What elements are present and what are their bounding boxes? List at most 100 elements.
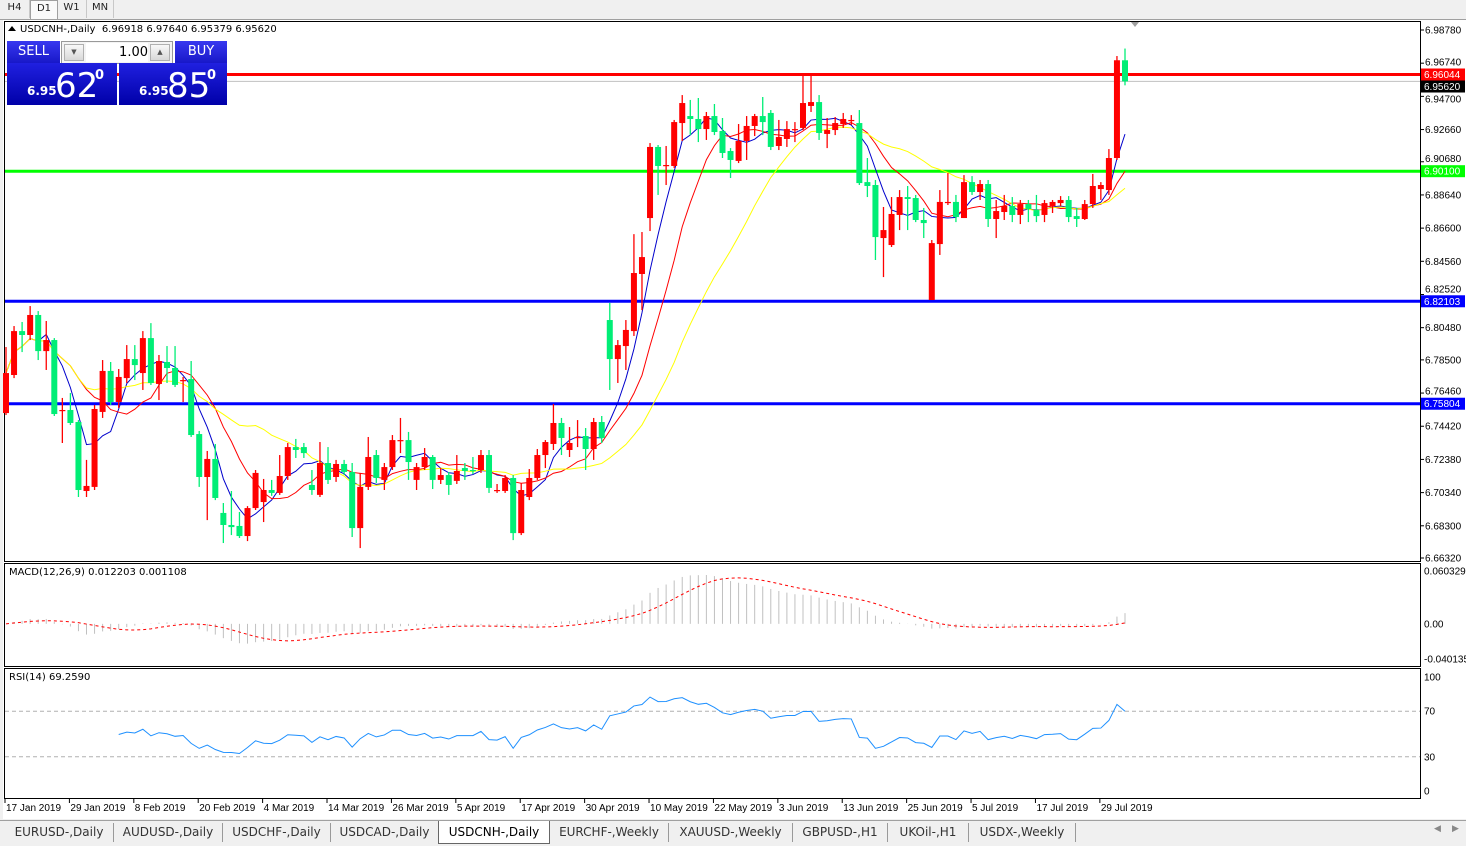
collapse-triangle-icon[interactable] bbox=[8, 26, 16, 31]
candle-up bbox=[276, 476, 283, 493]
candle-up bbox=[896, 197, 903, 215]
rsi-label: RSI(14) 69.2590 bbox=[9, 672, 91, 683]
chart-header: USDCNH-,Daily 6.96918 6.97640 6.95379 6.… bbox=[8, 24, 277, 35]
candle-up bbox=[590, 422, 597, 450]
candle-down bbox=[429, 456, 436, 480]
candle-down bbox=[300, 447, 307, 454]
lot-size-field[interactable]: ▼ 1.00 ▲ bbox=[61, 41, 173, 64]
tabs-scroll-right-icon[interactable]: ▶ bbox=[1452, 824, 1459, 834]
candle-down bbox=[196, 434, 203, 477]
candle-up bbox=[389, 440, 396, 468]
candle-down bbox=[349, 471, 356, 529]
candle-up bbox=[1041, 203, 1048, 215]
lot-size-value[interactable]: 1.00 bbox=[86, 43, 148, 62]
price-tick-label: 6.88640 bbox=[1425, 190, 1462, 201]
macd-label: MACD(12,26,9) 0.012203 0.001108 bbox=[9, 567, 187, 578]
chart-symbol: USDCNH-,Daily bbox=[20, 24, 96, 35]
tab-audusd[interactable]: AUDUSD-,Daily bbox=[114, 823, 223, 842]
tab-xauusd[interactable]: XAUUSD-,Weekly bbox=[669, 823, 793, 842]
tab-usdx[interactable]: USDX-,Weekly bbox=[969, 823, 1076, 842]
price-tick-label: 6.80480 bbox=[1425, 323, 1462, 334]
tab-gbpusd[interactable]: GBPUSD-,H1 bbox=[793, 823, 888, 842]
timeframe-h4[interactable]: H4 bbox=[0, 0, 30, 18]
tab-usdchf[interactable]: USDCHF-,Daily bbox=[223, 823, 331, 842]
candle-down bbox=[373, 455, 380, 478]
buy-button[interactable]: BUY bbox=[175, 41, 227, 64]
price-tick-label: 6.76460 bbox=[1425, 387, 1462, 398]
timeframe-toolbar: H4 D1 W1 MN bbox=[0, 0, 1466, 20]
date-label: 13 Jun 2019 bbox=[843, 803, 898, 814]
date-label: 5 Apr 2019 bbox=[457, 803, 506, 814]
timeframe-w1[interactable]: W1 bbox=[57, 0, 87, 18]
candle-up bbox=[526, 477, 533, 498]
candle-up bbox=[735, 140, 742, 161]
tab-eurusd[interactable]: EURUSD-,Daily bbox=[5, 823, 114, 842]
price-tick-label: 6.66320 bbox=[1425, 554, 1462, 565]
candle-up bbox=[502, 477, 509, 491]
candle-up bbox=[936, 201, 943, 245]
price-tick-label: 6.90680 bbox=[1425, 154, 1462, 165]
candle-down bbox=[341, 463, 348, 472]
tab-usdcad[interactable]: USDCAD-,Daily bbox=[331, 823, 439, 842]
candle-down bbox=[147, 338, 154, 383]
buy-price-pips: 85 bbox=[167, 66, 211, 106]
candle-up bbox=[99, 370, 106, 412]
candle-down bbox=[212, 458, 219, 498]
candle-up bbox=[791, 129, 798, 131]
date-label: 20 Feb 2019 bbox=[199, 803, 256, 814]
rsi-tick-label: 70 bbox=[1424, 707, 1436, 718]
candle-down bbox=[67, 409, 74, 423]
tab-eurchf[interactable]: EURCHF-,Weekly bbox=[550, 823, 669, 842]
level-badge-label: 6.75804 bbox=[1424, 399, 1461, 410]
candle-up bbox=[614, 345, 621, 360]
level-badge-label: 6.90100 bbox=[1424, 167, 1461, 178]
candle-down bbox=[1065, 199, 1072, 218]
price-tick-label: 6.82520 bbox=[1425, 284, 1462, 295]
candle-down bbox=[308, 484, 315, 491]
level-badge bbox=[1421, 397, 1465, 410]
price-tick-label: 6.74420 bbox=[1425, 422, 1462, 433]
sell-button[interactable]: SELL bbox=[7, 41, 60, 64]
tab-ukoil[interactable]: UKOil-,H1 bbox=[888, 823, 969, 842]
price-axis: 6.98780 6.96740 6.94700 6.92660 6.90680 6.886… bbox=[1420, 26, 1462, 565]
candle-down bbox=[711, 116, 718, 132]
timeframe-mn[interactable]: MN bbox=[87, 0, 114, 18]
candle-down bbox=[558, 422, 565, 438]
tabs-scroll-left-icon[interactable]: ◀ bbox=[1434, 824, 1441, 834]
rsi-tick-label: 0 bbox=[1424, 787, 1430, 798]
sell-price-button[interactable]: 6.95 62 0 bbox=[7, 63, 117, 105]
tab-usdcnh[interactable]: USDCNH-,Daily bbox=[438, 821, 550, 844]
candle-up bbox=[888, 213, 895, 246]
candle-down bbox=[405, 440, 412, 463]
date-label: 22 May 2019 bbox=[714, 803, 772, 814]
horizontal-levels[interactable] bbox=[5, 73, 1420, 406]
macd-tick-label: 0.00 bbox=[1424, 619, 1444, 630]
candle-up bbox=[824, 130, 831, 134]
timeframe-d1[interactable]: D1 bbox=[30, 0, 58, 19]
price-tick-label: 6.72380 bbox=[1425, 455, 1462, 466]
candle-up bbox=[260, 490, 267, 503]
candle-up bbox=[316, 463, 323, 495]
candle-down bbox=[920, 219, 927, 224]
date-label: 30 Apr 2019 bbox=[586, 803, 640, 814]
candle-up bbox=[453, 470, 460, 481]
date-label: 8 Feb 2019 bbox=[135, 803, 186, 814]
candle-down bbox=[1009, 206, 1016, 215]
candle-down bbox=[268, 490, 275, 493]
lot-decrease-icon[interactable]: ▼ bbox=[64, 44, 84, 61]
candle-down bbox=[131, 359, 138, 366]
rsi-tick-label: 100 bbox=[1424, 673, 1441, 684]
buy-price-button[interactable]: 6.95 85 0 bbox=[119, 63, 227, 105]
lot-increase-icon[interactable]: ▲ bbox=[150, 44, 170, 61]
candle-up bbox=[622, 329, 629, 347]
candle-down bbox=[952, 201, 959, 218]
candle-up bbox=[1057, 199, 1064, 204]
candle-up bbox=[638, 257, 645, 274]
candle-down bbox=[767, 112, 774, 147]
chart-shift-marker-icon[interactable] bbox=[1131, 22, 1139, 27]
chart-ohlc: 6.96918 6.97640 6.95379 6.95620 bbox=[101, 24, 277, 35]
candle-up bbox=[252, 472, 259, 509]
candle-down bbox=[445, 475, 452, 485]
candle-down bbox=[461, 468, 468, 471]
